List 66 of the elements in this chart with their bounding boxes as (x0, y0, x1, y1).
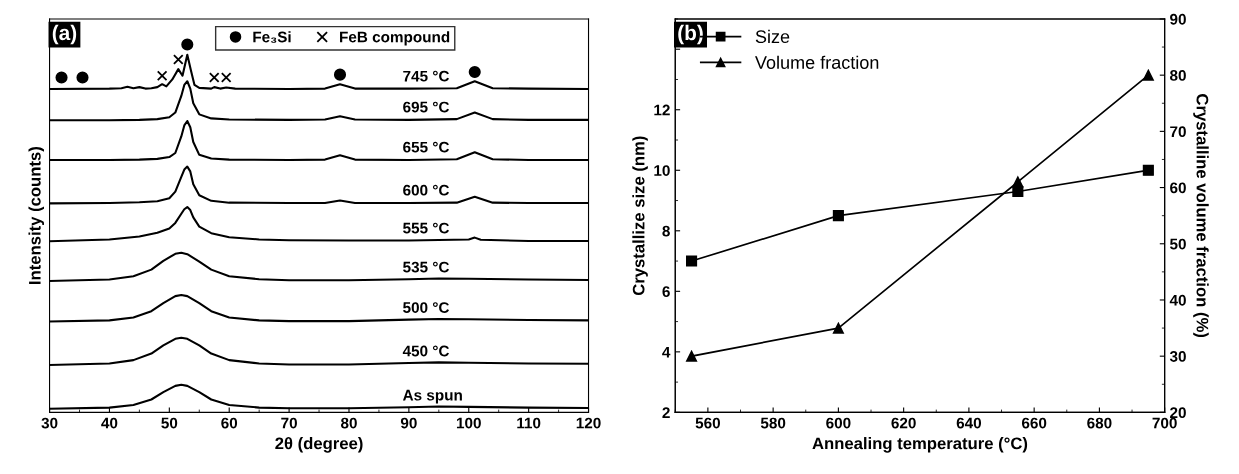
y2-tick-label: 40 (1169, 294, 1186, 306)
x-tick-label: 580 (760, 417, 786, 429)
x-tick-label: 640 (956, 417, 982, 429)
x-axis-title: Annealing temperature (°C) (812, 437, 1028, 453)
point (686, 255, 698, 267)
x-tick-label: 70 (281, 417, 297, 429)
point (468, 65, 481, 79)
x-tick-label: 600 (826, 417, 851, 429)
x-tick-label: 40 (101, 417, 118, 429)
y-tick-label: 10 (654, 165, 670, 176)
x-tick-label: 50 (161, 417, 178, 429)
y2-tick-label: 50 (1169, 238, 1186, 250)
x-tick-label: 660 (1021, 417, 1047, 429)
y2-tick-label: 80 (1170, 70, 1186, 81)
point (1012, 176, 1024, 188)
y2-tick-label: 20 (1170, 407, 1186, 419)
legend-label: Fe₃Si (253, 31, 291, 43)
series-label: 745 °C (403, 70, 450, 82)
y-axis-title: Crystallize size (nm) (632, 136, 648, 296)
x-tick-label: 100 (456, 417, 481, 429)
y-tick-label: 4 (662, 346, 671, 358)
series-label: 600 °C (403, 184, 450, 196)
x-tick-label: 700 (1152, 417, 1177, 429)
point (832, 210, 844, 222)
y2-axis-title: Crystalline volume fraction (%) (1193, 94, 1209, 338)
point (55, 71, 68, 84)
series-label: 695 °C (403, 101, 450, 113)
series-label: 555 °C (403, 222, 450, 234)
y2-tick-label: 60 (1170, 182, 1186, 194)
x-tick-label: 80 (340, 417, 357, 429)
x-axis-title: 2θ (degree) (275, 437, 363, 453)
y-tick-label: 6 (662, 286, 670, 298)
point (686, 350, 698, 362)
series-label: As spun (402, 389, 462, 404)
x-tick-label: 90 (400, 417, 417, 429)
series-label: 655 °C (403, 141, 450, 153)
legend-label: Size (755, 29, 790, 44)
y-tick-label: 12 (654, 104, 670, 116)
point (1142, 69, 1154, 81)
point (832, 322, 844, 334)
point (76, 71, 89, 84)
point (156, 70, 168, 82)
annotation: (b) (678, 24, 703, 45)
point (173, 54, 184, 65)
series-label: 450 °C (402, 345, 450, 357)
x-tick-label: 120 (576, 417, 601, 429)
x-tick-label: 30 (41, 417, 58, 429)
y-tick-label: 2 (662, 407, 670, 418)
y2-tick-label: 90 (1170, 13, 1186, 25)
legend-label: FeB compound (340, 31, 450, 46)
y-tick-label: 8 (662, 225, 670, 237)
x-tick-label: 60 (221, 417, 238, 429)
x-tick-label: 110 (517, 417, 541, 429)
y-axis-title: Intensity (counts) (28, 147, 44, 284)
point (1142, 164, 1154, 176)
text: (a) (52, 24, 77, 45)
series-label: 535 °C (403, 261, 450, 273)
y2-tick-label: 70 (1170, 126, 1186, 138)
x-tick-label: 680 (1087, 417, 1112, 429)
point (333, 68, 347, 81)
legend-label: Volume fraction (755, 55, 879, 69)
x-tick-label: 620 (891, 417, 916, 429)
series-label: 500 °C (403, 302, 450, 313)
y2-tick-label: 30 (1169, 351, 1186, 362)
x-tick-label: 560 (695, 417, 720, 429)
point (181, 38, 194, 51)
